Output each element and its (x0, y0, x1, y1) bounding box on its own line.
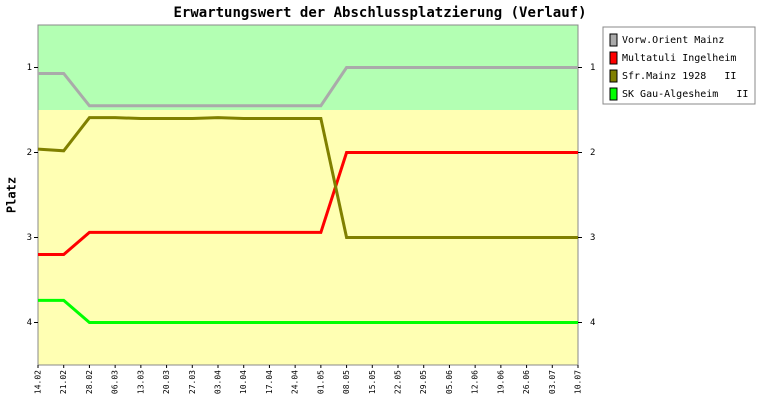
chart-title: Erwartungswert der Abschlussplatzierung … (173, 5, 586, 21)
x-tick-label: 24.04 (291, 370, 300, 394)
y-axis-label: Platz (5, 177, 19, 213)
legend-label: Vorw.Orient Mainz (622, 35, 724, 46)
x-tick-label: 21.02 (59, 370, 68, 394)
x-tick-label: 10.07 (574, 370, 583, 394)
legend-swatch (609, 87, 618, 101)
legend-label: SK Gau-Algesheim II (622, 89, 748, 100)
x-tick-label: 01.05 (316, 370, 325, 394)
y-tick-label: 4 (27, 318, 32, 328)
legend-label: Sfr.Mainz 1928 II (622, 71, 736, 82)
legend-label: Multatuli Ingelheim (622, 53, 736, 64)
x-tick-label: 27.03 (188, 370, 197, 394)
plot-frame (37, 24, 579, 366)
x-tick-label: 19.06 (496, 370, 505, 394)
legend-swatch (609, 69, 618, 83)
x-tick-label: 03.07 (548, 370, 557, 394)
legend-box (602, 26, 756, 105)
y-tick-label: 1 (27, 63, 32, 73)
x-tick-label: 14.02 (34, 370, 43, 394)
x-tick-label: 15.05 (368, 370, 377, 394)
x-tick-label: 28.02 (85, 370, 94, 394)
legend-swatch (609, 51, 618, 65)
x-tick-label: 13.03 (136, 370, 145, 394)
y-tick-label-right: 3 (590, 233, 595, 243)
y-tick-label-right: 1 (590, 63, 595, 73)
x-tick-label: 26.06 (522, 370, 531, 394)
x-tick-label: 08.05 (342, 370, 351, 394)
x-tick-label: 20.03 (162, 370, 171, 394)
series-line (38, 66, 578, 108)
x-tick-label: 03.04 (214, 370, 223, 394)
series-line (37, 116, 578, 239)
x-tick-label: 22.05 (394, 370, 403, 394)
x-tick-label: 06.03 (111, 370, 120, 394)
y-tick-label: 3 (27, 233, 32, 243)
series-line (38, 298, 578, 324)
series-line (38, 151, 578, 256)
x-tick-label: 10.04 (239, 370, 248, 394)
legend-swatch (609, 33, 618, 47)
x-tick-label: 05.06 (445, 370, 454, 394)
x-tick-label: 17.04 (265, 370, 274, 394)
y-tick-label-right: 2 (590, 148, 595, 158)
y-tick-label: 2 (27, 148, 32, 158)
x-tick-label: 12.06 (471, 370, 480, 394)
x-tick-label: 29.05 (419, 370, 428, 394)
y-tick-label-right: 4 (590, 318, 595, 328)
